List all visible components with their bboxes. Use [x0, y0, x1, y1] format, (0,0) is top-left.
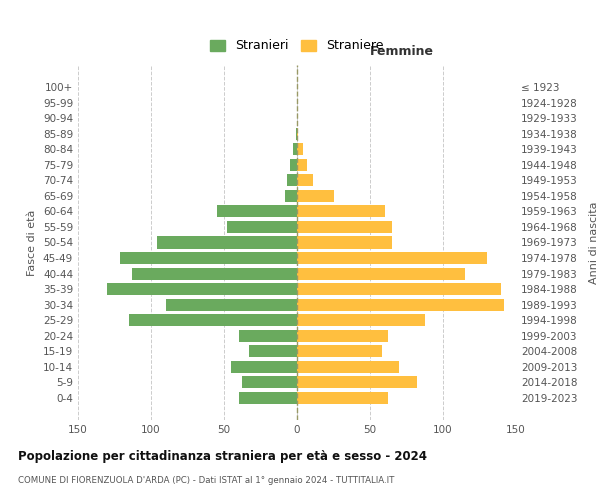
Bar: [296, 128, 297, 140]
Bar: [107, 283, 297, 295]
Bar: [297, 128, 298, 140]
Bar: [297, 283, 502, 295]
Bar: [297, 268, 465, 280]
Bar: [297, 159, 307, 171]
Bar: [297, 345, 382, 358]
Text: COMUNE DI FIORENZUOLA D'ARDA (PC) - Dati ISTAT al 1° gennaio 2024 - TUTTITALIA.I: COMUNE DI FIORENZUOLA D'ARDA (PC) - Dati…: [18, 476, 394, 485]
Bar: [286, 190, 297, 202]
Bar: [287, 174, 297, 186]
Bar: [297, 392, 388, 404]
Bar: [249, 345, 297, 358]
Bar: [227, 221, 297, 233]
Bar: [297, 330, 388, 342]
Bar: [297, 174, 313, 186]
Bar: [239, 330, 297, 342]
Text: Femmine: Femmine: [370, 45, 434, 58]
Bar: [297, 221, 392, 233]
Bar: [297, 298, 505, 310]
Bar: [157, 236, 297, 248]
Y-axis label: Fasce di età: Fasce di età: [28, 210, 37, 276]
Bar: [166, 298, 297, 310]
Bar: [129, 314, 297, 326]
Bar: [297, 360, 399, 373]
Bar: [132, 268, 297, 280]
Bar: [121, 252, 297, 264]
Bar: [232, 360, 297, 373]
Bar: [297, 376, 417, 388]
Bar: [242, 376, 297, 388]
Legend: Stranieri, Straniere: Stranieri, Straniere: [206, 36, 388, 56]
Bar: [297, 144, 303, 156]
Bar: [297, 206, 385, 218]
Bar: [290, 159, 297, 171]
Bar: [297, 314, 425, 326]
Y-axis label: Anni di nascita: Anni di nascita: [589, 201, 599, 284]
Bar: [239, 392, 297, 404]
Bar: [297, 252, 487, 264]
Bar: [293, 144, 297, 156]
Text: Popolazione per cittadinanza straniera per età e sesso - 2024: Popolazione per cittadinanza straniera p…: [18, 450, 427, 463]
Bar: [217, 206, 297, 218]
Bar: [297, 236, 392, 248]
Bar: [297, 190, 334, 202]
